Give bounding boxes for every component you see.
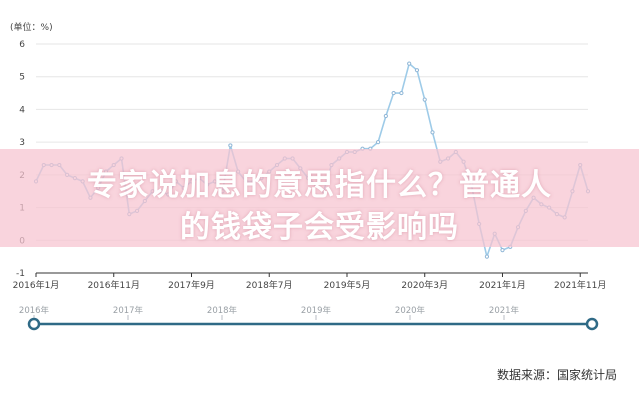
y-tick-label: 3 [19, 138, 25, 148]
timeline-year-label: 2021年 [489, 305, 520, 316]
data-point [375, 140, 381, 145]
y-tick-label: 6 [19, 40, 25, 50]
data-source: 数据来源：国家统计局 [496, 368, 617, 382]
data-point [430, 130, 435, 135]
timeline-year-label: 2018年 [207, 305, 238, 316]
timeline-end-handle[interactable] [585, 317, 599, 331]
x-tick-label: 2018年7月 [246, 279, 293, 291]
x-tick-label: 2017年9月 [168, 279, 215, 291]
x-tick-label: 2021年11月 [554, 279, 606, 291]
data-point [414, 68, 420, 73]
y-tick-label: 4 [19, 105, 25, 115]
data-point [391, 90, 396, 96]
banner-headline-line1: 专家说加息的意思指什么？普通人 [87, 168, 552, 203]
data-point [228, 143, 233, 148]
y-tick-label: -1 [16, 269, 25, 279]
timeline-year-label: 2016年 [19, 305, 50, 316]
data-point [399, 90, 404, 96]
data-point [500, 248, 505, 253]
x-axis: 2016年1月 2016年11月 2017年9月 2018年7月 2019年5月 2020… [13, 272, 606, 291]
x-tick-label: 2016年11月 [88, 279, 140, 291]
timeline-start-handle[interactable] [27, 317, 41, 331]
timeline-year-label: 2017年 [113, 305, 144, 316]
x-tick-label: 2016年1月 [13, 279, 60, 291]
timeline-year-label: 2020年 [395, 305, 426, 316]
y-tick-label: 5 [19, 73, 25, 83]
data-point [422, 97, 427, 102]
y-unit-label: (单位：%) [10, 21, 53, 33]
data-point [484, 254, 490, 259]
timeline-year-label: 2019年 [301, 305, 332, 316]
x-tick-label: 2021年1月 [479, 279, 526, 291]
data-point [407, 61, 412, 66]
timeline-slider[interactable]: 2016年 2017年 2018年 2019年 2020年 2021年 [19, 305, 599, 331]
overlay-banner [0, 149, 639, 247]
x-tick-label: 2020年3月 [401, 279, 448, 291]
data-point [383, 113, 388, 119]
x-tick-label: 2019年5月 [324, 279, 371, 291]
banner-headline-line2: 的钱袋子会受影响吗 [180, 210, 459, 245]
